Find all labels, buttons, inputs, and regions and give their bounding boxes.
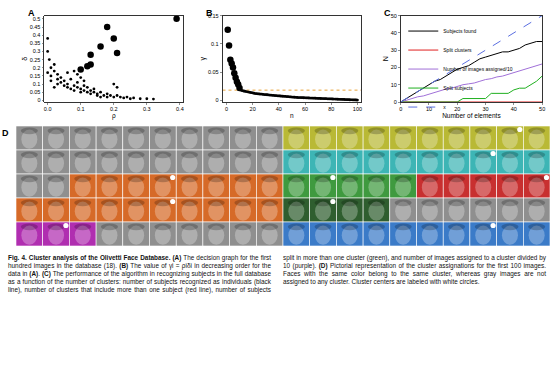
- svg-text:0.05: 0.05: [208, 69, 219, 75]
- svg-text:γ: γ: [199, 57, 207, 61]
- svg-text:50: 50: [539, 106, 545, 112]
- svg-text:10: 10: [391, 82, 397, 88]
- svg-text:20: 20: [454, 106, 460, 112]
- svg-text:C: C: [384, 8, 391, 18]
- svg-text:30: 30: [391, 47, 397, 53]
- svg-text:Subjects found: Subjects found: [443, 28, 476, 34]
- svg-text:0: 0: [394, 99, 397, 105]
- svg-text:40: 40: [511, 106, 517, 112]
- html-text:Fig. 4. Cluster analysis of th: Fig. 4. Cluster analysis of the Olivetti…: [8, 254, 546, 293]
- svg-text:0.1: 0.1: [33, 81, 41, 87]
- svg-text:0.15: 0.15: [208, 13, 219, 19]
- svg-text:10: 10: [425, 106, 432, 113]
- svg-text:0: 0: [216, 97, 219, 103]
- svg-text:50: 50: [391, 13, 397, 19]
- svg-text:B: B: [206, 8, 213, 18]
- svg-text:0.45: 0.45: [30, 24, 41, 30]
- svg-text:0.25: 0.25: [30, 57, 41, 63]
- svg-text:Number of elements: Number of elements: [442, 112, 501, 119]
- svg-text:0.3: 0.3: [143, 106, 151, 112]
- svg-text:D: D: [2, 128, 9, 138]
- svg-text:A: A: [28, 8, 35, 18]
- svg-text:0.05: 0.05: [30, 89, 41, 95]
- svg-text:x: x: [443, 104, 446, 110]
- svg-text:0.5: 0.5: [33, 16, 41, 22]
- svg-text:40: 40: [391, 30, 397, 36]
- svg-text:Split clusters: Split clusters: [443, 47, 472, 53]
- svg-text:100: 100: [353, 106, 362, 112]
- svg-text:0.4: 0.4: [176, 106, 184, 112]
- svg-text:80: 80: [328, 106, 334, 112]
- svg-text:30: 30: [482, 106, 488, 112]
- svg-text:60: 60: [302, 106, 308, 112]
- svg-text:0.4: 0.4: [33, 32, 41, 38]
- svg-text:N: N: [382, 56, 389, 61]
- svg-text:0.35: 0.35: [30, 40, 41, 46]
- svg-text:0: 0: [225, 106, 228, 112]
- svg-text:n: n: [290, 112, 294, 119]
- svg-text:Number of images assigned/10: Number of images assigned/10: [443, 66, 512, 72]
- svg-text:0.3: 0.3: [33, 48, 41, 54]
- svg-text:ρ: ρ: [112, 112, 116, 120]
- svg-text:0.1: 0.1: [211, 41, 219, 47]
- svg-text:δ: δ: [21, 57, 28, 61]
- svg-text:20: 20: [391, 64, 397, 70]
- svg-text:0.2: 0.2: [110, 106, 118, 112]
- svg-text:0: 0: [37, 97, 40, 103]
- svg-text:0.2: 0.2: [33, 65, 41, 71]
- svg-text:Split subjects: Split subjects: [443, 85, 473, 91]
- svg-text:40: 40: [276, 106, 282, 112]
- svg-text:0.1: 0.1: [77, 106, 85, 112]
- svg-text:0.0: 0.0: [44, 106, 52, 112]
- svg-text:20: 20: [250, 106, 256, 112]
- svg-text:0: 0: [399, 106, 402, 112]
- svg-text:0.15: 0.15: [30, 73, 41, 79]
